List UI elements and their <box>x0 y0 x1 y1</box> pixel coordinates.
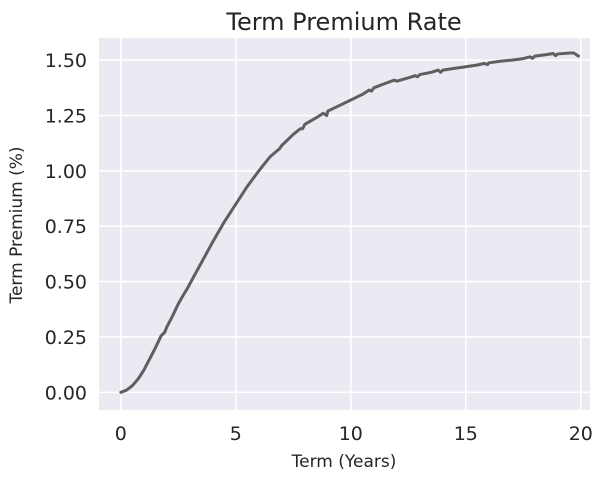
x-tick-label: 10 <box>339 423 363 445</box>
y-tick-label: 0.00 <box>45 382 87 404</box>
chart-title: Term Premium Rate <box>225 8 461 36</box>
y-axis-ticks: 0.00 0.25 0.50 0.75 1.00 1.25 1.50 <box>45 50 87 404</box>
x-tick-label: 0 <box>115 423 127 445</box>
x-tick-label: 20 <box>569 423 593 445</box>
y-axis-label: Term Premium (%) <box>7 146 27 304</box>
y-tick-label: 0.75 <box>45 216 87 238</box>
series-layer <box>119 51 580 394</box>
y-tick-label: 1.25 <box>45 106 87 128</box>
x-tick-label: 5 <box>230 423 242 445</box>
x-tick-label: 15 <box>454 423 478 445</box>
x-axis-label: Term (Years) <box>291 452 397 472</box>
y-tick-label: 0.25 <box>45 327 87 349</box>
plot-background <box>99 38 590 410</box>
term-premium-line <box>119 51 580 394</box>
y-tick-label: 0.50 <box>45 272 87 294</box>
x-axis-ticks: 0 5 10 15 20 <box>115 423 593 445</box>
y-tick-label: 1.50 <box>45 50 87 72</box>
y-tick-label: 1.00 <box>45 161 87 183</box>
